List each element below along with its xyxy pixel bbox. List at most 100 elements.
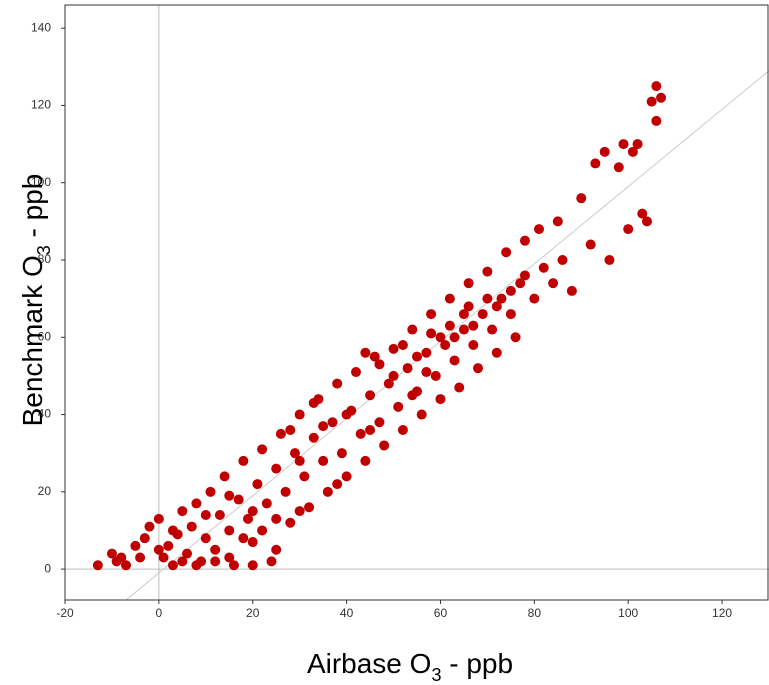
- point: [397, 425, 408, 435]
- point: [449, 355, 460, 366]
- point: [463, 301, 474, 312]
- x-label-main: Airbase O: [307, 648, 432, 679]
- point: [275, 428, 286, 439]
- point: [304, 502, 315, 513]
- point: [440, 340, 451, 350]
- point: [482, 266, 493, 277]
- point: [219, 471, 230, 482]
- point: [327, 417, 338, 428]
- point: [430, 370, 441, 381]
- point: [139, 533, 150, 544]
- point: [534, 224, 545, 235]
- point: [247, 506, 258, 517]
- point: [332, 378, 343, 389]
- point: [261, 498, 272, 509]
- point: [515, 278, 526, 289]
- point: [604, 255, 615, 265]
- point: [491, 301, 502, 312]
- point: [294, 455, 305, 466]
- point: [294, 409, 305, 420]
- point: [191, 560, 202, 571]
- point: [210, 544, 221, 555]
- point: [491, 347, 502, 358]
- point: [505, 285, 516, 296]
- plot-area: -20 0 20 40 60 80 100 120 0 20 40 60 80 100 120 140: [31, 4, 769, 620]
- point: [505, 309, 516, 320]
- point: [336, 448, 347, 459]
- point: [322, 486, 333, 497]
- point: [590, 158, 601, 169]
- point: [177, 556, 188, 567]
- point: [266, 556, 277, 567]
- point: [585, 239, 596, 250]
- y-tick-label: 120: [31, 98, 51, 112]
- point: [599, 146, 610, 157]
- point: [468, 320, 479, 331]
- y-tick-label: 0: [44, 561, 51, 575]
- point: [167, 560, 178, 571]
- x-tick-label: -20: [56, 606, 74, 620]
- point: [233, 494, 244, 505]
- point: [510, 332, 521, 343]
- point: [238, 455, 249, 466]
- point: [383, 378, 394, 389]
- point: [318, 455, 329, 466]
- point: [365, 390, 376, 401]
- point: [519, 270, 530, 281]
- point: [238, 533, 249, 544]
- point: [627, 146, 638, 157]
- point: [280, 486, 291, 497]
- point: [158, 552, 169, 563]
- y-axis-label: Benchmark O3 - ppb: [17, 174, 54, 427]
- point: [308, 397, 319, 408]
- point: [294, 506, 305, 517]
- x-label-rest: - ppb: [441, 648, 513, 679]
- point: [618, 139, 629, 150]
- point: [177, 506, 188, 517]
- point: [191, 498, 202, 509]
- point: [576, 193, 587, 204]
- point: [243, 513, 254, 524]
- point: [388, 343, 399, 354]
- point: [271, 544, 282, 555]
- point: [416, 409, 427, 420]
- point: [444, 320, 455, 331]
- point: [656, 92, 667, 103]
- point: [163, 540, 174, 551]
- point: [482, 293, 493, 304]
- point: [651, 115, 662, 126]
- point: [393, 401, 404, 412]
- point: [435, 394, 446, 405]
- point: [623, 224, 634, 235]
- point: [271, 513, 282, 524]
- point: [435, 332, 446, 343]
- point: [426, 309, 437, 320]
- point: [257, 444, 268, 455]
- point: [444, 293, 455, 304]
- point: [153, 513, 164, 524]
- point: [426, 328, 437, 339]
- point: [224, 552, 235, 563]
- point: [247, 537, 258, 548]
- y-tick-label: 60: [38, 329, 52, 343]
- point: [210, 556, 221, 567]
- point: [167, 525, 178, 536]
- point: [402, 363, 413, 374]
- point: [224, 525, 235, 536]
- y-label-sub: 3: [34, 245, 54, 255]
- point: [454, 382, 465, 393]
- point: [458, 324, 469, 335]
- point: [407, 324, 418, 335]
- point: [449, 332, 460, 343]
- point: [477, 309, 488, 320]
- point: [186, 521, 197, 532]
- point: [299, 471, 310, 482]
- point: [247, 560, 258, 571]
- point: [552, 216, 563, 227]
- x-tick-label: 120: [712, 606, 732, 620]
- point: [341, 471, 352, 482]
- point: [355, 428, 366, 439]
- point: [468, 340, 479, 350]
- y-tick-label: 80: [38, 252, 52, 266]
